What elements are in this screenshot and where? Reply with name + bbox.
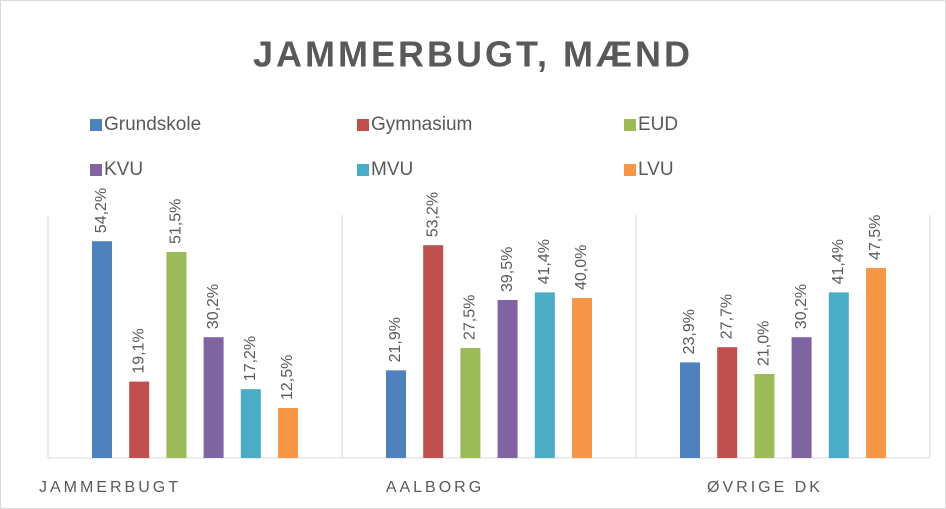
- legend-label: KVU: [104, 159, 143, 180]
- bar: [278, 408, 298, 458]
- data-label: 21,9%: [387, 317, 404, 362]
- bar: [423, 245, 444, 458]
- bar: [240, 389, 261, 458]
- x-tick-label: AALBORG: [386, 479, 484, 496]
- legend-label: EUD: [638, 114, 678, 135]
- bar: [129, 381, 150, 458]
- data-label: 54,2%: [93, 188, 110, 233]
- legend-swatch: [624, 164, 636, 176]
- legend-swatch: [90, 164, 102, 176]
- bar: [460, 348, 481, 458]
- bar: [497, 300, 518, 458]
- data-label: 30,2%: [205, 284, 222, 329]
- bar: [717, 347, 738, 458]
- legend-swatch: [357, 119, 369, 131]
- legend-label: Gymnasium: [371, 114, 472, 135]
- bar: [828, 292, 849, 458]
- data-label: 17,2%: [242, 336, 259, 381]
- bar: [92, 241, 112, 458]
- data-label: 53,2%: [424, 192, 441, 237]
- data-label: 19,1%: [130, 328, 147, 373]
- legend-swatch: [357, 164, 369, 176]
- data-label: 27,5%: [462, 295, 479, 340]
- x-tick-label: ØVRIGE DK: [707, 479, 823, 496]
- data-label: 27,7%: [718, 294, 735, 339]
- data-label: 40,0%: [573, 245, 590, 290]
- bar: [166, 252, 187, 458]
- x-tick-label: JAMMERBUGT: [39, 479, 181, 496]
- bar: [791, 337, 812, 458]
- data-label: 41,4%: [830, 239, 847, 284]
- data-label: 21,0%: [756, 321, 773, 366]
- bar: [754, 374, 775, 458]
- legend-label: MVU: [371, 159, 413, 180]
- legend-label: LVU: [638, 159, 674, 180]
- data-label: 47,5%: [867, 215, 884, 260]
- chart-title: JAMMERBUGT, MÆND: [253, 34, 693, 75]
- bar: [866, 268, 886, 458]
- legend-swatch: [624, 119, 636, 131]
- bar: [572, 298, 592, 458]
- data-label: 39,5%: [499, 247, 516, 292]
- bar: [203, 337, 224, 458]
- data-label: 41,4%: [536, 239, 553, 284]
- legend-label: Grundskole: [104, 114, 201, 135]
- bar: [386, 370, 406, 458]
- bar: [680, 362, 700, 458]
- data-label: 23,9%: [681, 309, 698, 354]
- data-label: 51,5%: [168, 199, 185, 244]
- legend-swatch: [90, 119, 102, 131]
- data-label: 30,2%: [793, 284, 810, 329]
- bar: [534, 292, 555, 458]
- data-label: 12,5%: [279, 355, 296, 400]
